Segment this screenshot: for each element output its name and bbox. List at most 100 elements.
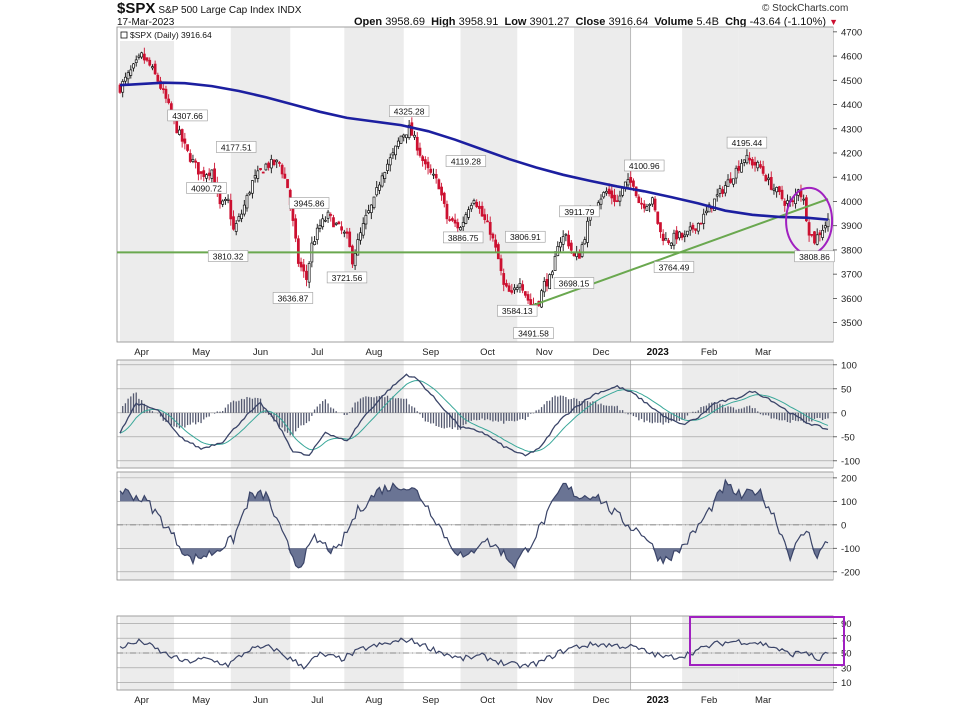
candle-body xyxy=(480,205,484,217)
candle-body xyxy=(732,178,735,185)
candle-body xyxy=(391,152,395,156)
candle-body xyxy=(178,129,181,135)
y-tick-label: 90 xyxy=(841,619,852,630)
month-shade xyxy=(630,472,683,580)
month-shade xyxy=(460,27,518,342)
candle-body xyxy=(161,88,165,90)
y-tick-label: 4500 xyxy=(841,76,862,87)
rsi-line xyxy=(119,637,829,670)
candle-body xyxy=(707,204,711,213)
y-tick-label: 50 xyxy=(841,384,852,395)
candle-body xyxy=(448,219,452,221)
candle-body xyxy=(405,134,408,139)
candle-body xyxy=(742,159,746,163)
price-annotation: 3810.32 xyxy=(213,251,244,261)
candle-body xyxy=(802,198,806,201)
price-annotation-box xyxy=(497,304,538,317)
y-tick-label: -50 xyxy=(841,432,855,443)
candle-body xyxy=(659,222,662,233)
candle-body xyxy=(650,197,654,205)
candle-body xyxy=(799,190,803,198)
candle-body xyxy=(256,170,260,179)
candle-body xyxy=(280,164,284,175)
candle-body xyxy=(434,174,438,179)
x-tick-label: Nov xyxy=(536,347,553,358)
price-annotation-box xyxy=(326,271,368,284)
candle-body xyxy=(348,231,352,248)
candle-body xyxy=(440,186,443,196)
price-annotation: 4177.51 xyxy=(221,142,252,152)
x-tick-label: Feb xyxy=(701,695,717,706)
y-tick-label: 4400 xyxy=(841,100,862,111)
candle-body xyxy=(680,232,684,238)
price-annotation-box xyxy=(443,231,484,244)
candle-body xyxy=(815,234,819,245)
candle-body xyxy=(207,172,211,176)
candle-body xyxy=(775,187,779,193)
candle-body xyxy=(229,199,233,220)
candle-body xyxy=(353,253,357,267)
exchange: INDX xyxy=(277,5,302,16)
month-shade xyxy=(738,472,833,580)
price-annotation: 3886.75 xyxy=(448,233,479,243)
candle-body xyxy=(621,187,625,196)
candle-body xyxy=(580,244,584,257)
candle-body xyxy=(326,211,330,219)
candle-body xyxy=(237,216,241,222)
candle-body xyxy=(267,162,271,168)
candle-body xyxy=(583,239,587,245)
legend-text: $SPX (Daily) 3916.64 xyxy=(130,30,212,40)
candle-body xyxy=(453,219,457,224)
price-annotation: 3584.13 xyxy=(502,306,533,316)
candle-body xyxy=(772,188,776,191)
cci-overbought-fill xyxy=(120,480,828,502)
y-tick-label: 4200 xyxy=(841,149,862,160)
candle-body xyxy=(305,270,308,280)
price-annotation: 4325.28 xyxy=(394,107,425,117)
candle-body xyxy=(264,163,268,171)
close-label: Close xyxy=(575,16,606,28)
candle-body xyxy=(415,136,419,151)
candle-body xyxy=(664,238,668,241)
candle-body xyxy=(283,173,287,179)
candle-body xyxy=(294,218,298,239)
candle-body xyxy=(548,274,552,290)
candle-body xyxy=(723,185,727,194)
candle-body xyxy=(191,159,195,162)
candle-body xyxy=(518,283,522,288)
candle-body xyxy=(629,177,633,183)
candle-body xyxy=(515,287,519,290)
price-annotation: 3636.87 xyxy=(278,293,309,303)
candle-body xyxy=(637,196,641,204)
candle-body xyxy=(159,80,162,89)
candle-body xyxy=(702,213,706,224)
x-tick-label: Oct xyxy=(480,695,495,706)
x-tick-label: Jun xyxy=(253,695,268,706)
candle-body xyxy=(764,175,768,182)
candle-body xyxy=(407,124,411,138)
candle-body xyxy=(780,189,784,200)
candle-body xyxy=(783,200,787,206)
candle-body xyxy=(615,200,619,203)
candle-body xyxy=(821,229,824,238)
candle-body xyxy=(726,179,730,187)
candle-body xyxy=(426,161,430,169)
candle-body xyxy=(526,294,530,301)
x-tick-label: 2023 xyxy=(647,695,670,706)
candle-body xyxy=(545,279,549,287)
x-tick-label: Feb xyxy=(701,347,717,358)
candle-body xyxy=(677,231,681,239)
candle-body xyxy=(737,165,741,171)
candle-body xyxy=(340,226,343,231)
cci-line xyxy=(119,478,829,570)
candle-body xyxy=(521,284,525,291)
candle-body xyxy=(632,180,635,187)
candle-body xyxy=(302,264,306,272)
candle-body xyxy=(175,118,179,134)
month-shade xyxy=(120,27,175,342)
candle-body xyxy=(226,198,230,201)
price-annotation: 4307.66 xyxy=(172,111,203,121)
candle-body xyxy=(369,204,373,214)
candle-body xyxy=(486,220,489,223)
